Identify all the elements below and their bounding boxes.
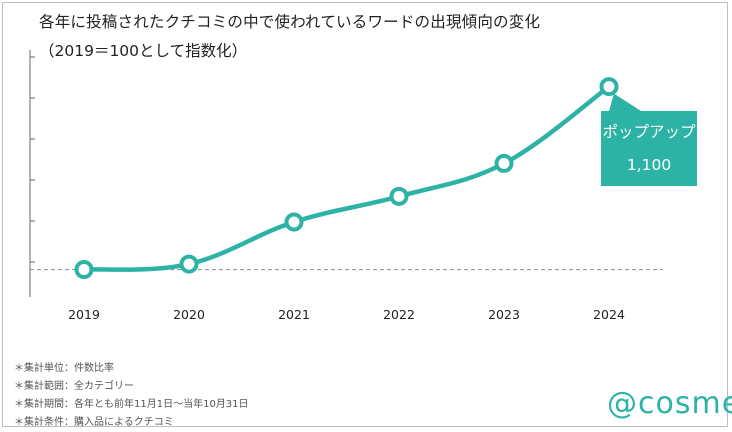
cosme-logo: @cosme	[607, 386, 732, 421]
footnotes: ＊集計単位：件数比率 ＊集計範囲：全カテゴリー ＊集計期間：各年とも前年11月1…	[14, 360, 249, 432]
chart-title: 各年に投稿されたクチコミの中で使われているワードの出現傾向の変化	[39, 13, 541, 31]
data-point-2019	[74, 260, 94, 280]
footnote-condition: ＊集計条件：購入品によるクチコミ	[14, 417, 174, 428]
data-point-2021	[284, 212, 304, 232]
x-tick-label-2020: 2020	[173, 307, 205, 322]
callout-label: ポップアップ	[602, 123, 696, 141]
footnote-scope: ＊集計範囲：全カテゴリー	[14, 381, 134, 392]
chart-subtitle: （2019＝100として指数化）	[39, 42, 248, 60]
callout-box	[601, 111, 697, 186]
footnote-period: ＊集計期間：各年とも前年11月1日～当年10月31日	[14, 399, 249, 410]
data-point-2024	[599, 77, 619, 97]
data-point-2023	[494, 153, 514, 173]
x-tick-label-2021: 2021	[278, 307, 310, 322]
series-line	[81, 84, 612, 272]
footnote-unit: ＊集計単位：件数比率	[14, 363, 114, 374]
x-tick-label-2019: 2019	[68, 307, 100, 322]
x-tick-label-2023: 2023	[488, 307, 520, 322]
callout-pointer	[609, 93, 641, 111]
data-point-2020	[179, 254, 199, 274]
chart-frame	[2, 2, 728, 427]
data-point-2022	[389, 186, 409, 206]
x-tick-label-2022: 2022	[383, 307, 415, 322]
callout-value: 1,100	[627, 156, 671, 174]
x-tick-label-2024: 2024	[593, 307, 625, 322]
